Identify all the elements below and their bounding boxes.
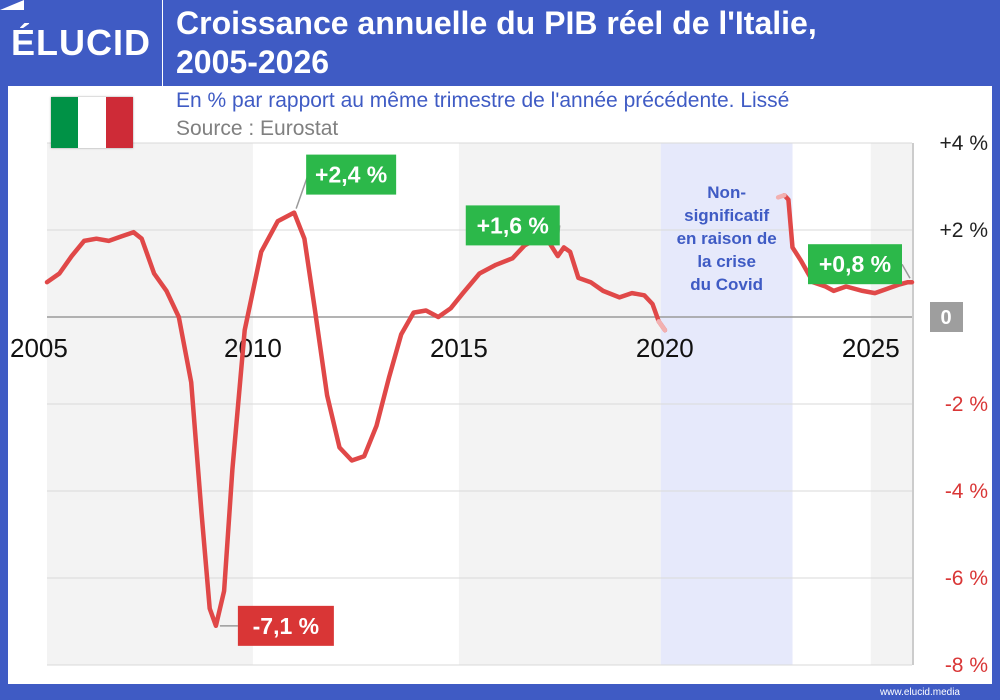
x-tick-label: 2010: [224, 333, 282, 363]
series-fade-end: [775, 192, 787, 200]
covid-band-text: en raison de: [677, 229, 777, 248]
title-line-1: Croissance annuelle du PIB réel de l'Ita…: [176, 5, 817, 41]
y-tick-label: -4 %: [945, 480, 988, 503]
footer-url[interactable]: www.elucid.media: [879, 687, 960, 698]
annotation-label: -7,1 %: [253, 613, 319, 639]
covid-band-text: significatif: [684, 206, 769, 225]
annotation-box: [808, 244, 902, 285]
zero-badge: [930, 302, 963, 332]
series-fade-start: [656, 319, 668, 333]
x-tick-label: 2015: [430, 333, 488, 363]
annotation-label: +1,6 %: [477, 212, 549, 238]
x-tick-label: 2025: [842, 333, 900, 363]
y-tick-label: -8 %: [945, 654, 988, 677]
annotation-box: [237, 605, 334, 646]
annotation-leader: [901, 263, 911, 279]
italy-flag-icon: [51, 97, 133, 148]
series-line-1: [782, 192, 915, 296]
annotation-box: [465, 205, 560, 246]
annotation-label: +0,8 %: [819, 251, 891, 277]
annotation-box: [306, 154, 397, 195]
covid-band-text: la crise: [697, 252, 756, 271]
x-tick-label: 2020: [636, 333, 694, 363]
chart-subtitle: En % par rapport au même trimestre de l'…: [176, 89, 790, 112]
chart-source: Source : Eurostat: [176, 117, 339, 140]
elucid-logo[interactable]: ÉLUCID: [0, 0, 163, 86]
covid-band-text: Non-: [707, 183, 746, 202]
x-tick-label: 2005: [10, 333, 68, 363]
annotation-label: +2,4 %: [315, 162, 387, 188]
y-tick-label: -2 %: [945, 393, 988, 416]
y-tick-label: -6 %: [945, 567, 988, 590]
header-bar: ÉLUCID Croissance annuelle du PIB réel d…: [0, 0, 1000, 86]
y-tick-label-zero: 0: [940, 307, 951, 329]
y-tick-label: +4 %: [940, 132, 988, 155]
elucid-mark-icon: [0, 0, 24, 10]
series-line-0: [44, 210, 668, 629]
title-line-2: 2005-2026: [176, 44, 330, 80]
y-tick-label: +2 %: [940, 219, 988, 242]
covid-band-text: du Covid: [690, 275, 763, 294]
page-title: Croissance annuelle du PIB réel de l'Ita…: [176, 4, 986, 82]
